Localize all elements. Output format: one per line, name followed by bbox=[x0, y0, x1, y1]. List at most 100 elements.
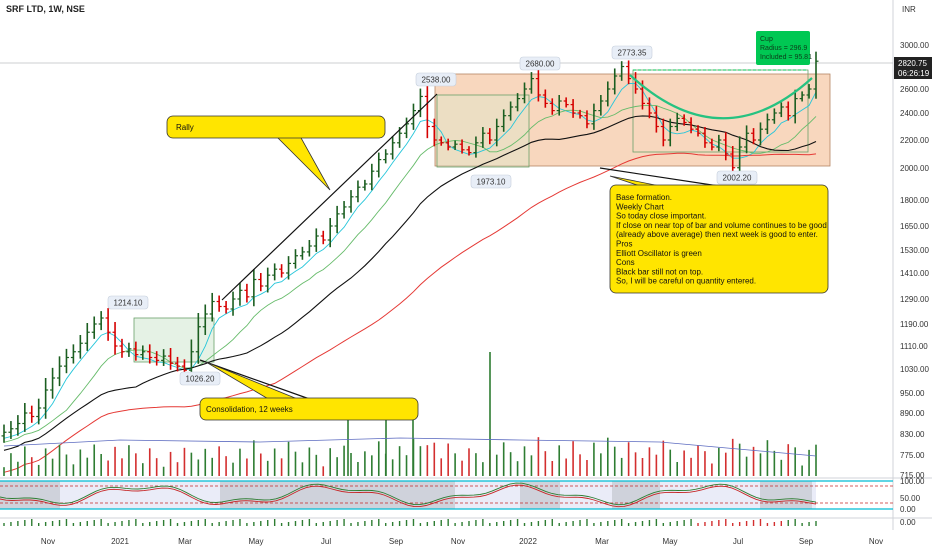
elliott-bar bbox=[496, 522, 498, 526]
volume-bar bbox=[572, 441, 574, 476]
volume-average-line bbox=[3, 437, 817, 457]
volume-bar bbox=[232, 462, 234, 476]
price-label-bubble bbox=[107, 295, 149, 310]
price-label-text: 2002.20 bbox=[723, 174, 752, 183]
cup-arc bbox=[629, 74, 813, 120]
price-tick-label: 1650.00 bbox=[900, 222, 929, 231]
elliott-bar bbox=[65, 519, 68, 526]
volume-bar bbox=[697, 445, 699, 476]
elliott-bar bbox=[447, 519, 449, 526]
volume-bar bbox=[197, 459, 200, 476]
price-tick-label: 890.00 bbox=[900, 409, 925, 418]
volume-bar bbox=[440, 458, 443, 476]
elliott-bar bbox=[690, 519, 692, 526]
volume-bar bbox=[509, 452, 512, 476]
elliott-bar bbox=[412, 519, 415, 526]
elliott-bar bbox=[72, 523, 75, 526]
price-tick-label: 1190.00 bbox=[900, 320, 929, 329]
volume-bar bbox=[565, 458, 567, 476]
volume-bar bbox=[329, 448, 331, 476]
elliott-bar bbox=[607, 521, 609, 526]
price-tick-label: 1030.00 bbox=[900, 365, 929, 374]
volume-bar bbox=[482, 462, 484, 476]
ma-slow bbox=[3, 115, 817, 451]
volume-bar bbox=[169, 451, 172, 476]
oscillator-axis: 100.00 50.00 0.00 0.00 bbox=[900, 477, 925, 527]
note-line: Cons bbox=[616, 258, 635, 267]
elliott-bar bbox=[38, 523, 40, 526]
volume-bar bbox=[176, 462, 179, 476]
elliott-bar bbox=[593, 523, 595, 526]
volume-bar bbox=[745, 456, 748, 476]
elliott-bar bbox=[773, 522, 776, 526]
elliott-bar bbox=[759, 519, 762, 526]
elliott-bar bbox=[794, 519, 796, 526]
note-line: Black bar still not on top. bbox=[616, 267, 703, 276]
elliott-bar bbox=[454, 523, 456, 526]
elliott-bar bbox=[620, 519, 623, 526]
volume-bar bbox=[426, 445, 429, 476]
volume-bar bbox=[100, 454, 102, 476]
elliott-bar bbox=[169, 519, 172, 526]
volume-bar bbox=[558, 445, 561, 476]
elliott-bar bbox=[322, 522, 324, 526]
time-tick-label: Nov bbox=[451, 537, 465, 546]
volume-spike bbox=[385, 402, 387, 476]
volume-bar bbox=[801, 465, 803, 476]
volume-bar bbox=[142, 463, 144, 476]
volume-bar bbox=[183, 447, 186, 476]
elliott-bar bbox=[239, 519, 241, 526]
volume-bar bbox=[523, 446, 526, 476]
volume-bar bbox=[405, 455, 408, 476]
volume-bars bbox=[3, 352, 817, 476]
volume-bar bbox=[79, 449, 82, 476]
ma-long bbox=[3, 152, 817, 473]
consolidation-box bbox=[133, 317, 215, 363]
elliott-bar bbox=[537, 521, 540, 526]
elliott-bar bbox=[398, 521, 401, 526]
oscillator bbox=[0, 480, 893, 526]
volume-bar bbox=[315, 454, 318, 476]
elliott-bar bbox=[100, 519, 102, 526]
volume-bar bbox=[280, 458, 283, 476]
volume-bar bbox=[114, 446, 116, 476]
volume-bar bbox=[204, 448, 207, 476]
volume-bar bbox=[336, 457, 338, 476]
time-tick-label: Jul bbox=[733, 537, 743, 546]
elliott-bar bbox=[523, 523, 526, 526]
elliott-bar bbox=[336, 520, 338, 526]
elliott-bar bbox=[551, 519, 553, 526]
price-tick-label: 3000.00 bbox=[900, 41, 929, 50]
elliott-bar bbox=[704, 522, 706, 526]
volume-bar bbox=[586, 460, 588, 476]
volume-bar bbox=[627, 442, 630, 476]
note-line: If close on near top of bar and volume c… bbox=[616, 221, 827, 230]
osc2-tick-label: 0.00 bbox=[900, 518, 916, 527]
volume-bar bbox=[218, 446, 220, 476]
elliott-bar bbox=[128, 520, 130, 526]
elliott-bar bbox=[405, 520, 408, 526]
volume-bar bbox=[759, 453, 762, 476]
price-tick-label: 715.00 bbox=[900, 471, 925, 480]
elliott-bar bbox=[211, 523, 213, 526]
price-label-bubble bbox=[611, 45, 653, 60]
cup-indicator-line: Radius = 296.9 bbox=[760, 45, 807, 52]
elliott-bar bbox=[419, 523, 422, 526]
time-tick-label: May bbox=[248, 537, 263, 546]
volume-bar bbox=[190, 452, 193, 476]
volume-bar bbox=[495, 454, 498, 476]
elliott-bar bbox=[329, 521, 331, 526]
elliott-bar bbox=[280, 523, 283, 526]
volume-bar bbox=[246, 458, 248, 476]
price-tick-label: 2000.00 bbox=[900, 164, 929, 173]
volume-bar bbox=[579, 454, 581, 476]
elliott-bar bbox=[468, 521, 470, 526]
price-label-bubble bbox=[716, 170, 758, 185]
elliott-bar bbox=[176, 523, 179, 526]
ma-fast bbox=[3, 83, 817, 439]
volume-bar bbox=[502, 442, 505, 476]
elliott-bar bbox=[634, 522, 637, 526]
volume-bar bbox=[162, 466, 165, 476]
